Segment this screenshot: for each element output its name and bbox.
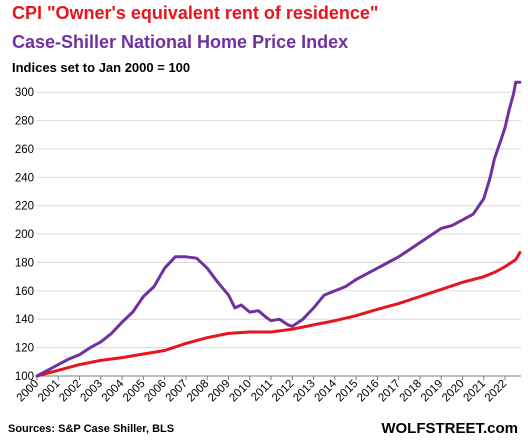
x-tick-label: 2001 <box>36 378 63 405</box>
y-tick-label: 220 <box>15 201 34 213</box>
y-tick-label: 300 <box>15 87 34 99</box>
x-axis-ticks: 2000200120022003200420052006200720082009… <box>15 377 510 404</box>
x-tick-label: 2016 <box>355 378 382 405</box>
chart-subtitle: Case-Shiller National Home Price Index <box>12 32 349 52</box>
chart-title: CPI "Owner's equivalent rent of residenc… <box>12 3 379 23</box>
series-line-owners-equivalent-rent <box>35 251 522 378</box>
chart-grid <box>37 91 521 349</box>
y-tick-label: 100 <box>15 371 34 383</box>
x-tick-label: 2014 <box>313 377 340 404</box>
x-tick-label: 2018 <box>398 378 425 405</box>
x-tick-label: 2013 <box>291 378 318 405</box>
x-tick-label: 2008 <box>185 378 212 405</box>
x-tick-label: 2011 <box>249 378 275 404</box>
y-tick-label: 280 <box>15 116 34 128</box>
x-tick-label: 2020 <box>440 378 467 405</box>
x-tick-label: 2006 <box>142 378 169 405</box>
x-tick-label: 2007 <box>164 378 191 405</box>
x-tick-label: 2002 <box>57 378 84 405</box>
chart-axes <box>36 375 521 380</box>
y-tick-label: 200 <box>15 229 34 241</box>
x-tick-label: 2010 <box>227 378 254 405</box>
y-tick-label: 240 <box>15 172 34 184</box>
y-axis-ticks: 100 120 140 160 180 200 220 240 260 280 300 <box>15 87 34 383</box>
x-tick-label: 2004 <box>100 377 127 404</box>
series-line-case-shiller <box>35 80 522 378</box>
source-note: Sources: S&P Case Shiller, BLS <box>8 423 175 435</box>
chart-note: Indices set to Jan 2000 = 100 <box>12 60 191 75</box>
x-tick-label: 2021 <box>461 378 488 405</box>
x-tick-label: 2012 <box>270 378 297 405</box>
y-tick-label: 260 <box>15 144 34 156</box>
y-tick-label: 160 <box>15 286 34 298</box>
brand-label: WOLFSTREET.com <box>381 420 518 437</box>
x-tick-label: 2015 <box>334 378 361 405</box>
x-tick-label: 2022 <box>483 378 510 405</box>
x-tick-label: 2019 <box>419 378 446 405</box>
x-tick-label: 2005 <box>121 378 148 405</box>
chart-series <box>35 80 522 378</box>
y-tick-label: 120 <box>15 343 34 355</box>
y-tick-label: 140 <box>15 314 34 326</box>
x-tick-label: 2017 <box>376 378 403 405</box>
x-tick-label: 2003 <box>79 378 106 405</box>
x-tick-label: 2009 <box>206 378 233 405</box>
y-tick-label: 180 <box>15 257 34 269</box>
